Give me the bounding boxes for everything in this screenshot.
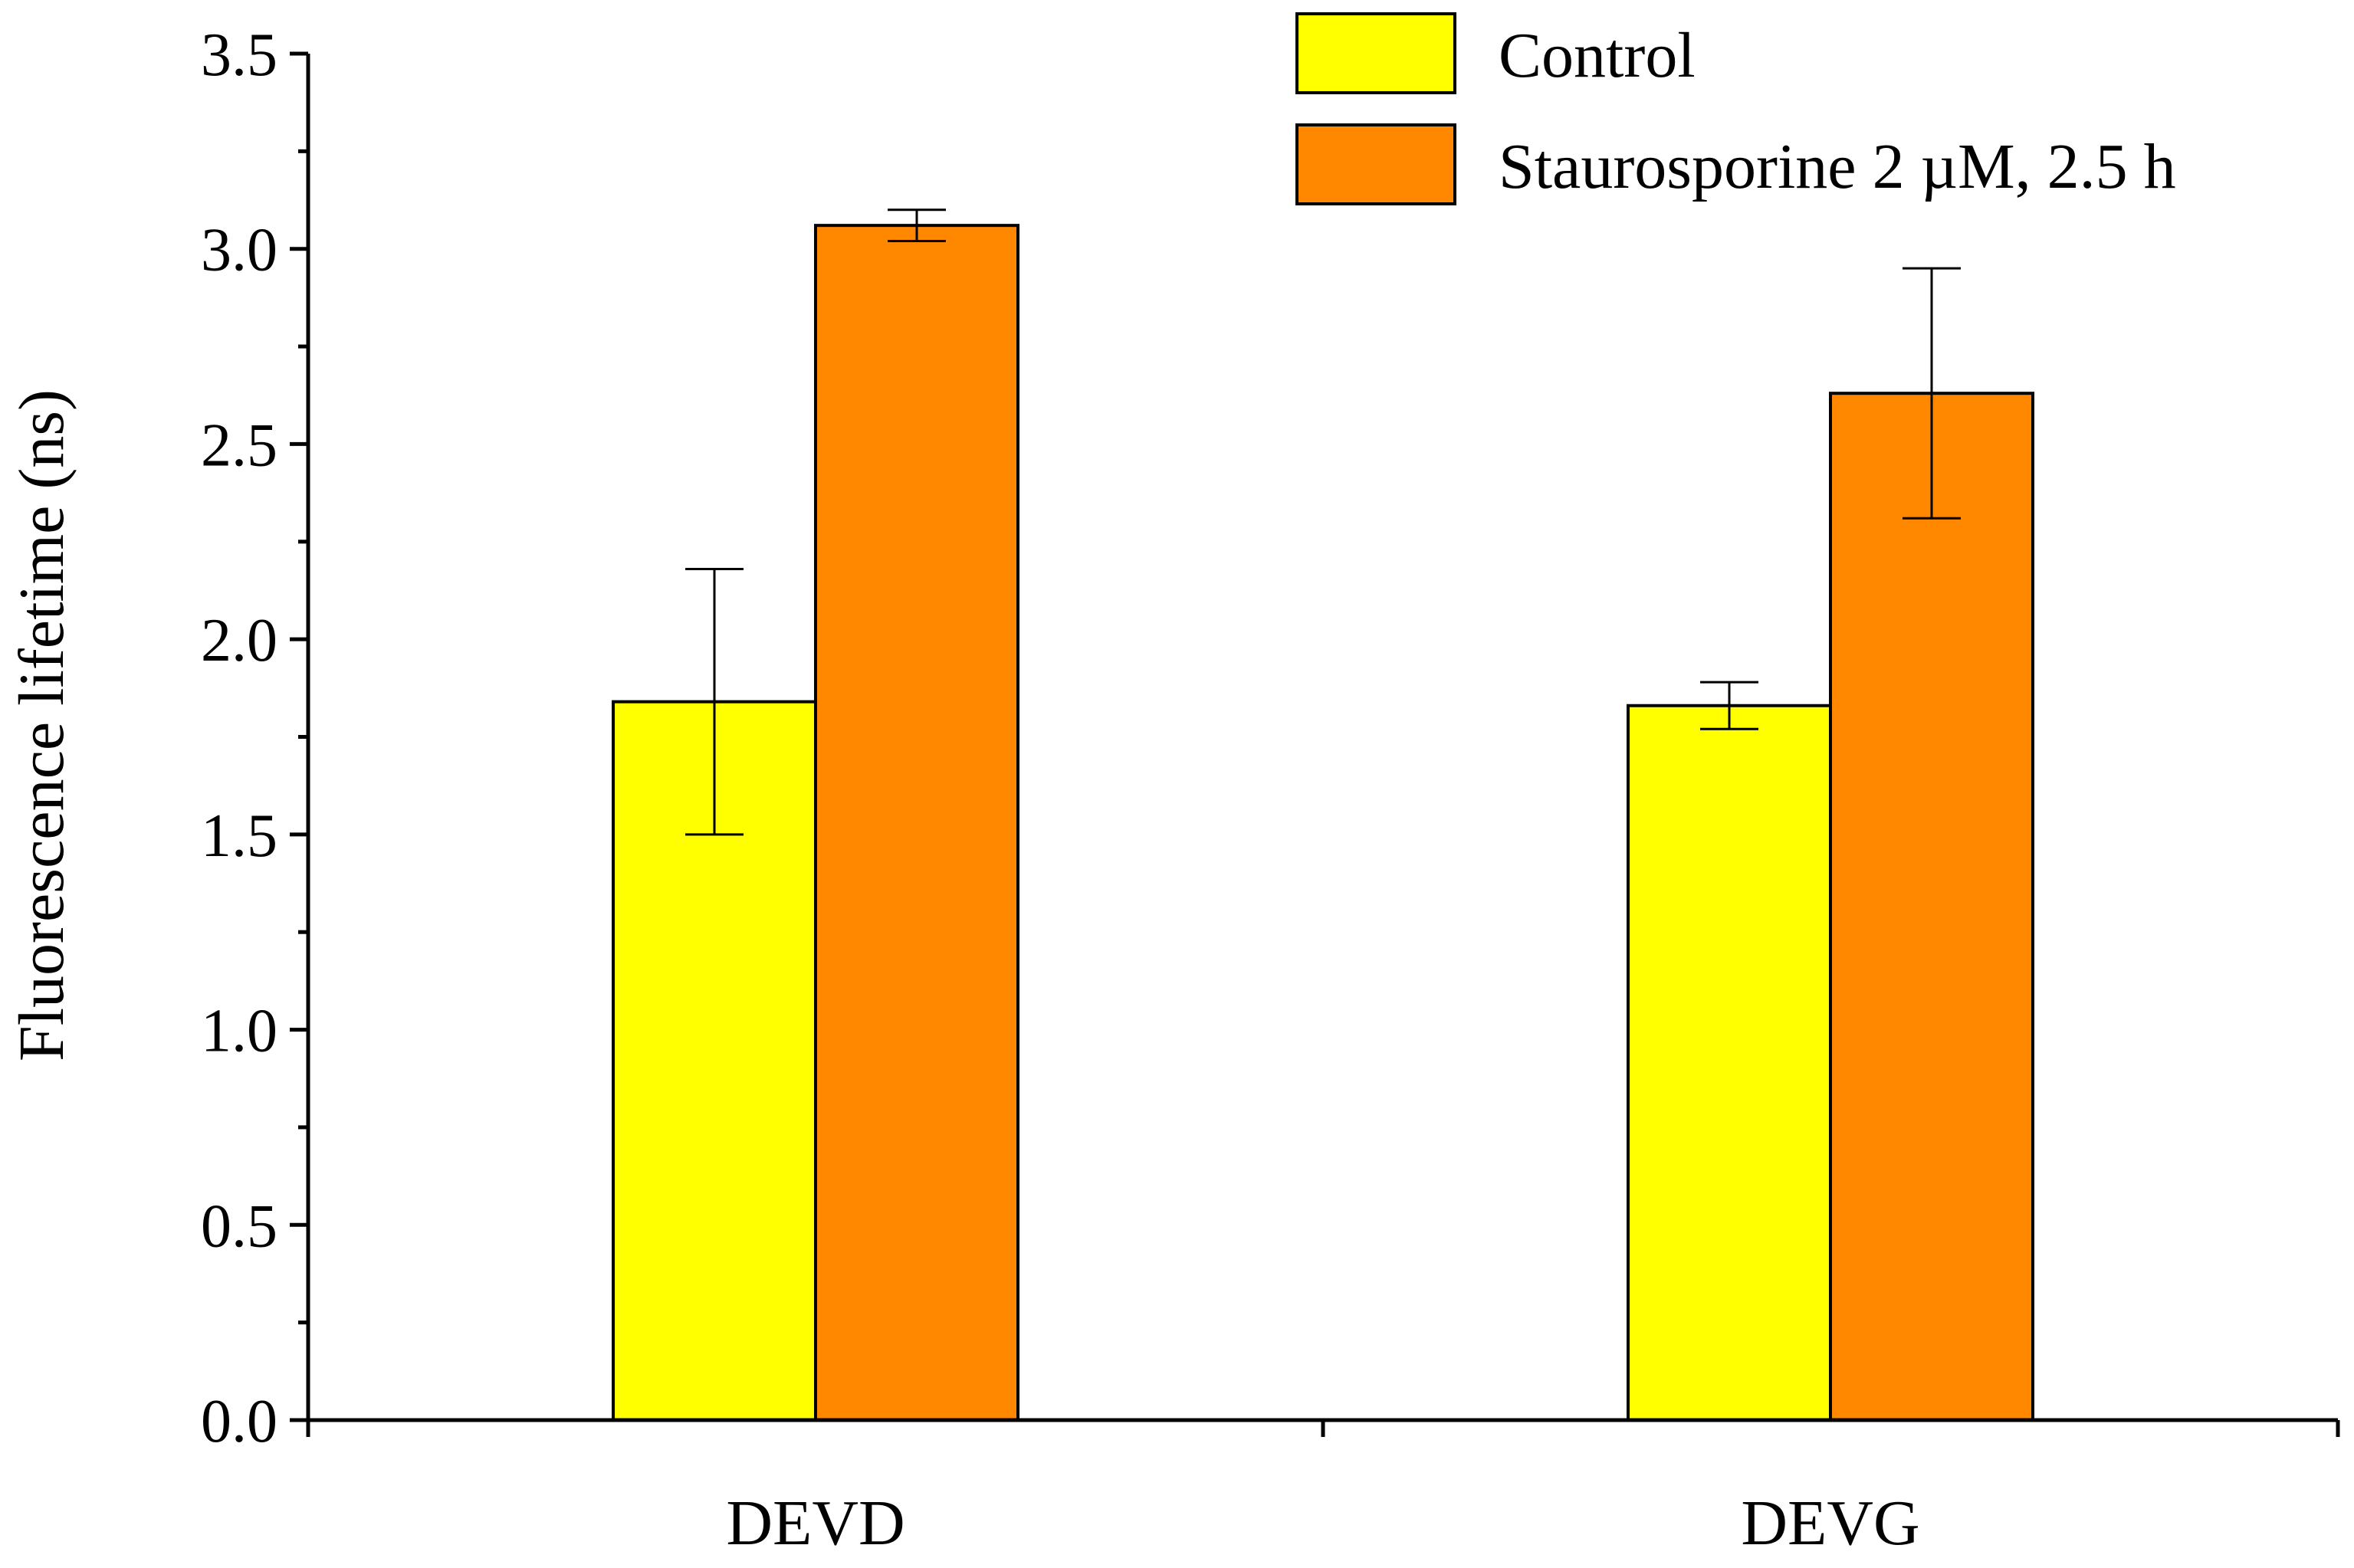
y-tick-label: 0.5: [201, 1192, 277, 1260]
x-category-label: DEVD: [726, 1488, 905, 1559]
legend: Control Staurosporine 2 µM, 2.5 h: [1295, 12, 2176, 205]
y-axis-title: Fluorescence lifetime (ns): [6, 389, 77, 1061]
y-ticks: 0.0 0.5 1.0 1.5 2.0 2.5 3.0 3.5: [201, 21, 308, 1455]
x-ticks: DEVD DEVG: [306, 1420, 2340, 1559]
y-tick-label: 3.0: [201, 217, 277, 284]
x-category-label: DEVG: [1741, 1488, 1919, 1559]
y-tick-label: 3.5: [201, 21, 277, 89]
bar-devg-series-0: [1627, 704, 1832, 1422]
legend-label-control: Control: [1499, 20, 1696, 91]
legend-swatch-staurosporine: [1295, 123, 1456, 205]
legend-swatch-control: [1295, 12, 1456, 94]
bar-devd-series-1: [814, 224, 1019, 1422]
bars-layer: [612, 224, 2034, 1422]
y-tick-label: 2.0: [201, 607, 277, 674]
y-tick-label: 0.0: [201, 1388, 277, 1455]
y-tick-label: 1.5: [201, 802, 277, 870]
errorbars-layer: [685, 208, 1961, 836]
bar-devg-series-1: [1829, 392, 2034, 1422]
y-tick-label: 2.5: [201, 412, 277, 479]
y-tick-label: 1.0: [201, 998, 277, 1065]
legend-label-staurosporine: Staurosporine 2 µM, 2.5 h: [1499, 131, 2176, 202]
